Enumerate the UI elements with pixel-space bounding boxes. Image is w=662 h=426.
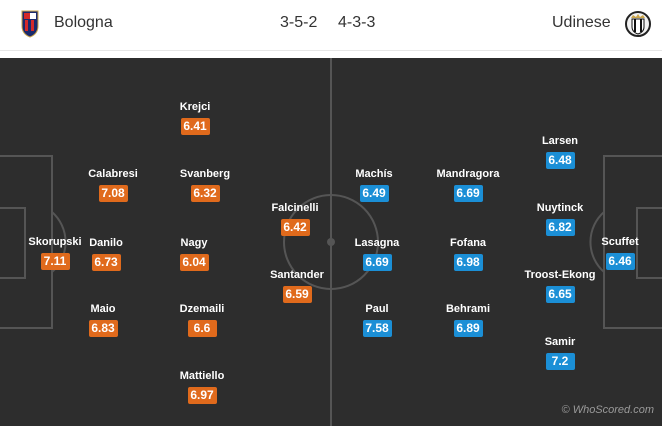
player-rating: 6.46 [605, 253, 635, 270]
player-name: Skorupski [28, 236, 82, 248]
player-name: Dzemaili [179, 303, 225, 315]
player-name: Machís [355, 168, 393, 180]
player-lasagna[interactable]: Lasagna 6.69 [337, 236, 417, 271]
player-rating: 6.32 [190, 185, 220, 202]
player-krejci[interactable]: Krejci 6.41 [155, 100, 235, 135]
player-behrami[interactable]: Behrami 6.89 [428, 302, 508, 337]
home-team-name[interactable]: Bologna [54, 14, 113, 31]
player-rating: 6.83 [88, 320, 118, 337]
player-scuffet[interactable]: Scuffet 6.46 [580, 235, 660, 270]
player-nuytinck[interactable]: Nuytinck 6.82 [520, 201, 600, 236]
player-name: Scuffet [601, 236, 639, 248]
player-rating: 6.82 [545, 219, 575, 236]
pitch-markings [0, 58, 662, 426]
player-name: Paul [365, 303, 389, 315]
player-rating: 6.49 [359, 185, 389, 202]
player-rating: 6.6 [187, 320, 217, 337]
player-name: Behrami [445, 303, 491, 315]
player-santander[interactable]: Santander 6.59 [257, 268, 337, 303]
player-rating: 6.41 [180, 118, 210, 135]
player-dzemaili[interactable]: Dzemaili 6.6 [162, 302, 242, 337]
player-name: Svanberg [179, 168, 231, 180]
player-rating: 6.69 [453, 185, 483, 202]
player-rating: 6.69 [362, 254, 392, 271]
player-rating: 7.2 [545, 353, 575, 370]
whoscored-watermark: © WhoScored.com [561, 404, 654, 416]
player-nagy[interactable]: Nagy 6.04 [154, 236, 234, 271]
player-name: Mattiello [179, 370, 225, 382]
player-name: Nagy [180, 237, 208, 249]
player-troost-ekong[interactable]: Troost-Ekong 6.65 [520, 268, 600, 303]
player-rating: 6.59 [282, 286, 312, 303]
player-rating: 6.73 [91, 254, 121, 271]
player-rating: 6.42 [280, 219, 310, 236]
player-larsen[interactable]: Larsen 6.48 [520, 134, 600, 169]
player-paul[interactable]: Paul 7.58 [337, 302, 417, 337]
player-mattiello[interactable]: Mattiello 6.97 [162, 369, 242, 404]
player-rating: 7.11 [40, 253, 70, 270]
player-name: Larsen [541, 135, 579, 147]
player-falcinelli[interactable]: Falcinelli 6.42 [255, 201, 335, 236]
player-name: Falcinelli [271, 202, 319, 214]
home-formation: 3-5-2 [280, 14, 318, 31]
player-rating: 6.04 [179, 254, 209, 271]
player-skorupski[interactable]: Skorupski 7.11 [15, 235, 95, 270]
player-mandragora[interactable]: Mandragora 6.69 [428, 167, 508, 202]
player-machis[interactable]: Machís 6.49 [334, 167, 414, 202]
match-header: Bologna 3-5-2 4-3-3 Udinese [0, 0, 662, 50]
player-rating: 7.58 [362, 320, 392, 337]
player-name: Maio [90, 303, 116, 315]
player-name: Samir [544, 336, 576, 348]
player-maio[interactable]: Maio 6.83 [63, 302, 143, 337]
player-name: Krejci [179, 101, 211, 113]
player-name: Lasagna [354, 237, 400, 249]
player-name: Calabresi [88, 168, 138, 180]
udinese-crest-icon[interactable] [624, 10, 652, 38]
player-rating: 6.65 [545, 286, 575, 303]
player-fofana[interactable]: Fofana 6.98 [428, 236, 508, 271]
player-calabresi[interactable]: Calabresi 7.08 [73, 167, 153, 202]
player-name: Mandragora [436, 168, 500, 180]
away-team-name[interactable]: Udinese [552, 14, 611, 31]
player-svanberg[interactable]: Svanberg 6.32 [165, 167, 245, 202]
away-formation: 4-3-3 [338, 14, 376, 31]
player-name: Fofana [449, 237, 487, 249]
bologna-crest-icon[interactable] [20, 8, 40, 38]
player-name: Nuytinck [536, 202, 584, 214]
player-rating: 7.08 [98, 185, 128, 202]
player-rating: 6.48 [545, 152, 575, 169]
player-rating: 6.89 [453, 320, 483, 337]
pitch: Skorupski 7.11 Calabresi 7.08 Danilo 6.7… [0, 58, 662, 426]
player-name: Troost-Ekong [524, 269, 596, 281]
player-rating: 6.98 [453, 254, 483, 271]
player-name: Danilo [89, 237, 123, 249]
player-danilo[interactable]: Danilo 6.73 [66, 236, 146, 271]
player-name: Santander [270, 269, 324, 281]
player-rating: 6.97 [187, 387, 217, 404]
player-samir[interactable]: Samir 7.2 [520, 335, 600, 370]
header-divider [0, 50, 662, 59]
